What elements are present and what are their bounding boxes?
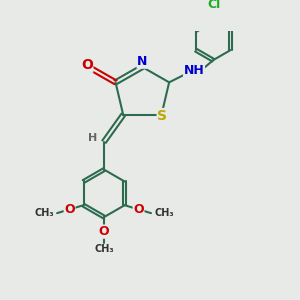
Text: O: O [81,58,93,72]
Text: N: N [137,55,148,68]
Text: Cl: Cl [207,0,220,11]
Text: S: S [157,109,167,123]
Text: CH₃: CH₃ [94,244,114,254]
Text: O: O [99,225,110,238]
Text: CH₃: CH₃ [154,208,174,218]
Text: O: O [64,203,75,216]
Text: NH: NH [184,64,204,76]
Text: CH₃: CH₃ [34,208,54,218]
Text: O: O [133,203,144,216]
Text: H: H [88,133,97,143]
